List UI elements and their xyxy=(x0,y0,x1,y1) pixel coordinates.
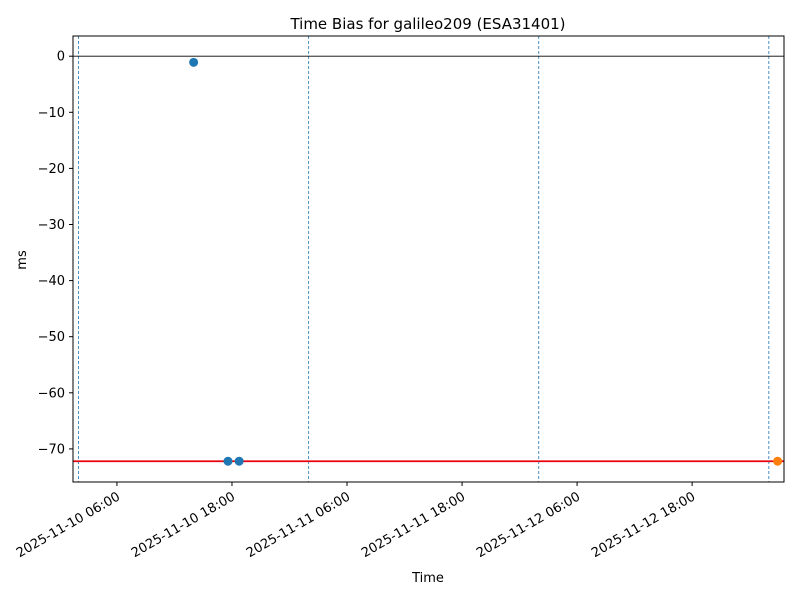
plot-frame xyxy=(72,35,785,483)
plot-area xyxy=(73,36,784,482)
chart-title: Time Bias for galileo209 (ESA31401) xyxy=(289,15,565,33)
data-point xyxy=(223,456,233,466)
x-tick-label: 2025-11-10 06:00 xyxy=(14,489,123,561)
y-tick-label: −20 xyxy=(38,162,65,177)
y-tick-label: −70 xyxy=(38,442,65,457)
x-tick-label: 2025-11-12 06:00 xyxy=(474,489,583,561)
x-tick-label: 2025-11-11 18:00 xyxy=(359,489,468,561)
data-point xyxy=(773,456,783,466)
data-point xyxy=(189,57,199,67)
x-tick-label: 2025-11-10 18:00 xyxy=(129,489,238,561)
y-tick-label: −30 xyxy=(38,218,65,233)
x-tick-label: 2025-11-12 18:00 xyxy=(589,489,698,561)
y-axis-label: ms xyxy=(15,250,30,270)
x-tick-label: 2025-11-11 06:00 xyxy=(244,489,353,561)
y-tick-label: −60 xyxy=(38,386,65,401)
x-axis-label: Time xyxy=(411,571,444,586)
y-tick-label: 0 xyxy=(57,50,65,65)
y-tick-label: −40 xyxy=(38,274,65,289)
y-tick-label: −10 xyxy=(38,106,65,121)
y-tick-label: −50 xyxy=(38,330,65,345)
data-point xyxy=(234,456,244,466)
